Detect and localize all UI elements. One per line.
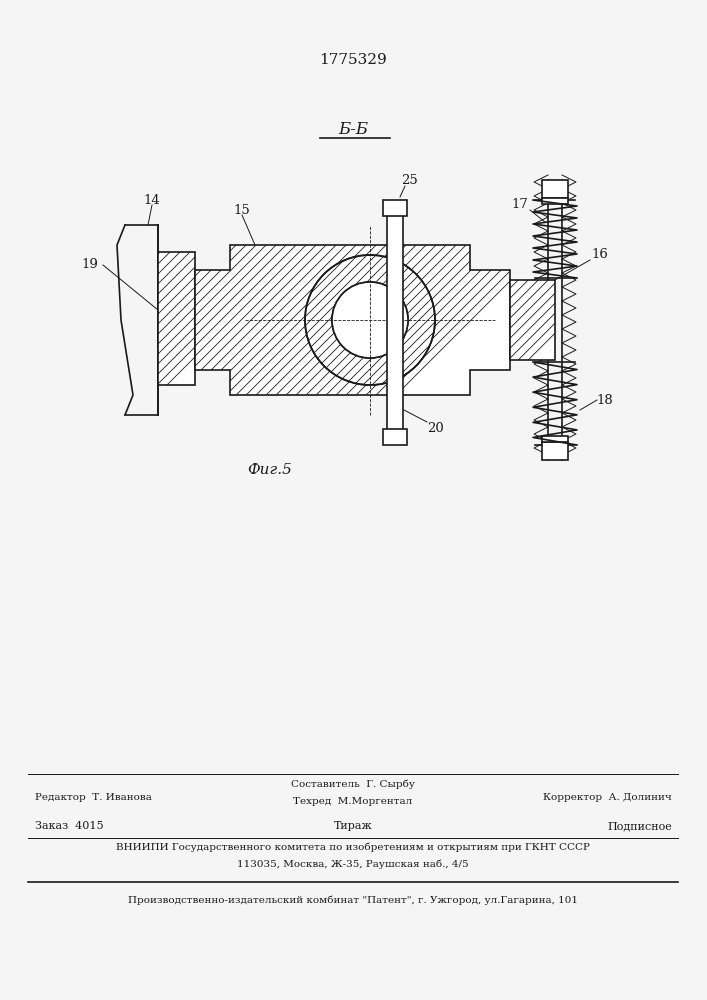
Polygon shape (387, 208, 403, 437)
Text: 19: 19 (81, 258, 98, 271)
Text: 17: 17 (512, 198, 528, 212)
Text: 25: 25 (402, 174, 419, 186)
Polygon shape (542, 180, 568, 198)
Polygon shape (383, 200, 407, 216)
Text: Производственно-издательский комбинат "Патент", г. Ужгород, ул.Гагарина, 101: Производственно-издательский комбинат "П… (128, 895, 578, 905)
Text: 16: 16 (592, 248, 609, 261)
Text: ВНИИПИ Государственного комитета по изобретениям и открытиям при ГКНТ СССР: ВНИИПИ Государственного комитета по изоб… (116, 842, 590, 852)
Text: 113035, Москва, Ж-35, Раушская наб., 4/5: 113035, Москва, Ж-35, Раушская наб., 4/5 (237, 859, 469, 869)
Polygon shape (383, 429, 407, 445)
Text: Составитель  Г. Сырбу: Составитель Г. Сырбу (291, 779, 415, 789)
PathPatch shape (510, 280, 555, 360)
Circle shape (305, 255, 435, 385)
Polygon shape (510, 280, 555, 360)
Polygon shape (542, 198, 568, 204)
Text: Фиг.5: Фиг.5 (247, 463, 293, 477)
Circle shape (332, 282, 408, 358)
Polygon shape (542, 436, 568, 442)
PathPatch shape (158, 252, 195, 385)
Text: Подписное: Подписное (607, 821, 672, 831)
Circle shape (332, 282, 408, 358)
Text: Б-Б: Б-Б (338, 121, 368, 138)
Text: Техред  М.Моргентал: Техред М.Моргентал (293, 798, 413, 806)
Text: 18: 18 (597, 393, 614, 406)
Text: Редактор  Т. Иванова: Редактор Т. Иванова (35, 792, 152, 802)
Polygon shape (158, 252, 195, 385)
Text: 1775329: 1775329 (319, 53, 387, 67)
PathPatch shape (305, 255, 435, 385)
Text: 14: 14 (144, 194, 160, 207)
Text: Корректор  А. Долинич: Корректор А. Долинич (543, 792, 672, 802)
Text: Заказ  4015: Заказ 4015 (35, 821, 104, 831)
Text: 20: 20 (426, 422, 443, 434)
Text: 15: 15 (233, 204, 250, 217)
PathPatch shape (195, 245, 510, 395)
Polygon shape (542, 442, 568, 460)
Text: Тираж: Тираж (334, 821, 373, 831)
Polygon shape (195, 245, 510, 395)
